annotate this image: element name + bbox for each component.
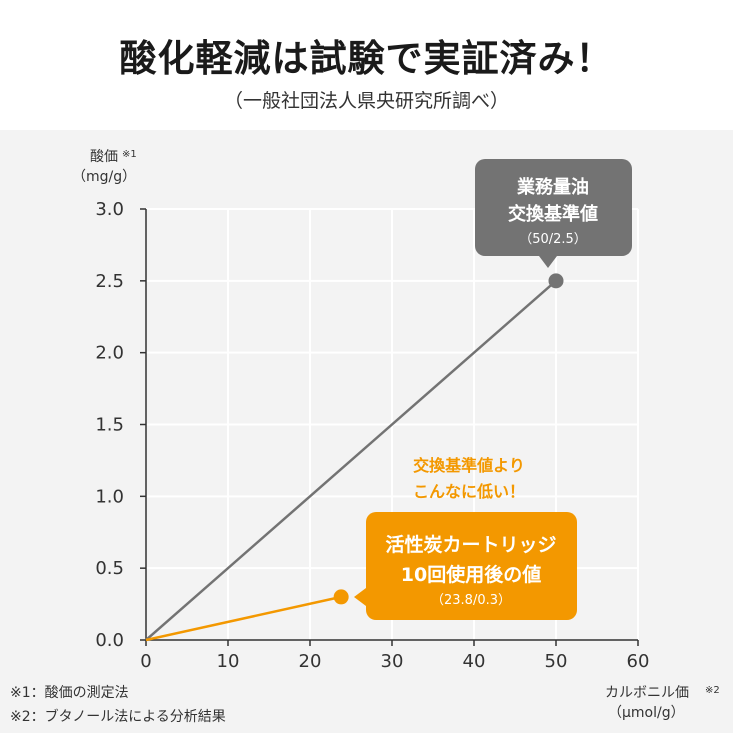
callout-orange-line1: 活性炭カートリッジ bbox=[385, 533, 556, 556]
series-line-1 bbox=[145, 279, 557, 641]
x-tick-label: 40 bbox=[463, 651, 486, 672]
y-tick-label: 1.0 bbox=[95, 486, 124, 507]
series-line-2 bbox=[145, 595, 342, 642]
annotation-line1: 交換基準値より bbox=[413, 456, 525, 475]
callout-orange-line3: （23.8/0.3） bbox=[431, 593, 511, 608]
x-tick-label: 50 bbox=[545, 651, 568, 672]
page-title: 酸化軽減は試験で実証済み！ bbox=[119, 37, 614, 80]
x-axis-label: カルボニル価 bbox=[605, 685, 689, 701]
y-tick-label: 0.0 bbox=[95, 630, 124, 651]
series-point-1 bbox=[548, 273, 564, 289]
x-tick-label: 20 bbox=[299, 651, 322, 672]
y-axis-label: 酸価 bbox=[90, 149, 118, 165]
callout-orange: 活性炭カートリッジ 10回使用後の値 （23.8/0.3） bbox=[354, 512, 577, 620]
x-axis-unit: （μmol/g） bbox=[608, 705, 685, 721]
x-tick-label: 10 bbox=[217, 651, 240, 672]
y-tick-label: 2.5 bbox=[95, 271, 124, 292]
y-axis-unit: （mg/g） bbox=[72, 169, 136, 185]
annotation-line2: こんなに低い！ bbox=[413, 482, 525, 501]
x-tick-label: 60 bbox=[627, 651, 650, 672]
y-tick-label: 2.0 bbox=[95, 343, 124, 364]
y-tick-label: 3.0 bbox=[95, 199, 124, 220]
series-point-2 bbox=[333, 589, 349, 605]
callout-gray-line1: 業務量油 bbox=[516, 176, 589, 198]
y-axis-note: ※1 bbox=[122, 149, 137, 160]
callout-gray-pointer bbox=[539, 256, 557, 268]
callout-orange-pointer bbox=[354, 588, 366, 606]
x-tick-label: 0 bbox=[140, 651, 151, 672]
callout-gray: 業務量油 交換基準値 （50/2.5） bbox=[475, 159, 632, 268]
y-tick-label: 1.5 bbox=[95, 415, 124, 436]
footnote-1: ※1：酸価の測定法 bbox=[10, 685, 129, 701]
x-tick-label: 30 bbox=[381, 651, 404, 672]
callout-orange-line2: 10回使用後の値 bbox=[401, 563, 541, 586]
footnote-2: ※2：ブタノール法による分析結果 bbox=[10, 709, 226, 725]
series bbox=[145, 273, 564, 642]
callout-gray-line3: （50/2.5） bbox=[519, 232, 587, 247]
y-tick-label: 0.5 bbox=[95, 558, 124, 579]
callout-gray-box bbox=[475, 159, 632, 256]
axes: 0 10 20 30 40 50 60 0.0 0.5 1.0 1.5 2.0 2.5 3.0 bbox=[95, 199, 649, 672]
page-subtitle: （一般社団法人県央研究所調べ） bbox=[223, 90, 509, 112]
callout-gray-line2: 交換基準値 bbox=[508, 203, 598, 225]
callout-orange-box bbox=[366, 512, 577, 620]
x-axis-note: ※2 bbox=[705, 685, 720, 696]
